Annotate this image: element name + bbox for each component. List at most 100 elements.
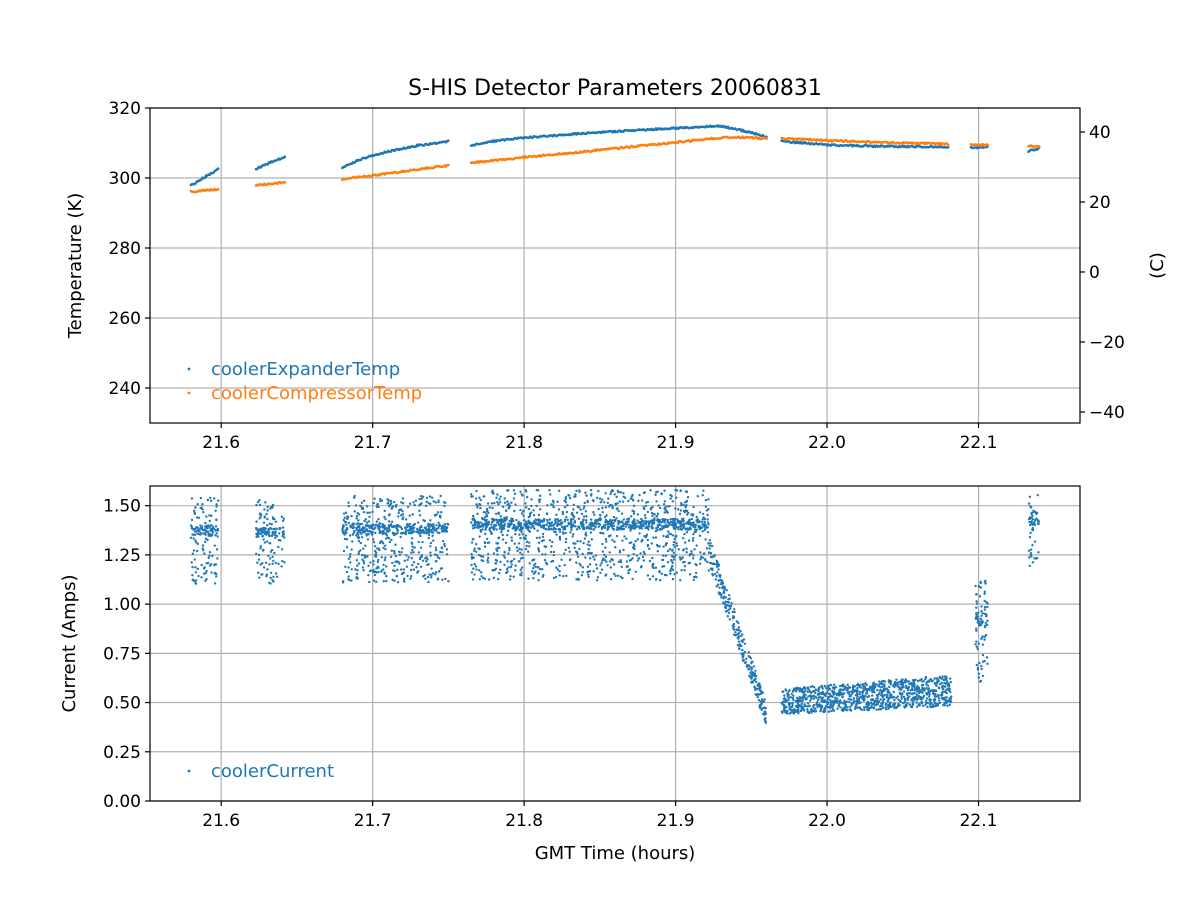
data-point bbox=[531, 566, 535, 570]
data-point bbox=[350, 548, 353, 551]
data-point bbox=[274, 572, 278, 575]
data-point bbox=[975, 606, 978, 609]
data-point bbox=[904, 678, 907, 681]
data-point bbox=[393, 552, 396, 555]
data-point bbox=[717, 591, 721, 594]
data-point bbox=[717, 579, 720, 582]
data-point bbox=[893, 703, 896, 706]
data-point bbox=[630, 495, 633, 498]
data-point bbox=[510, 563, 514, 566]
data-point bbox=[525, 490, 528, 493]
data-point bbox=[819, 704, 823, 707]
data-point bbox=[342, 512, 346, 515]
data-point bbox=[571, 511, 574, 515]
data-point bbox=[526, 525, 529, 529]
data-point bbox=[270, 548, 274, 552]
data-point bbox=[703, 520, 706, 524]
data-point bbox=[617, 560, 621, 564]
data-point bbox=[730, 602, 733, 605]
data-point bbox=[517, 520, 520, 524]
data-point bbox=[259, 547, 262, 550]
data-point bbox=[443, 504, 446, 508]
x-tick-label: 21.7 bbox=[354, 433, 392, 453]
data-point bbox=[870, 706, 873, 709]
data-point bbox=[490, 521, 494, 524]
data-point bbox=[628, 568, 632, 571]
data-point bbox=[759, 704, 763, 707]
data-point bbox=[644, 520, 648, 523]
data-point bbox=[977, 672, 981, 675]
data-point bbox=[604, 538, 608, 541]
data-point bbox=[625, 560, 629, 563]
data-point bbox=[541, 535, 545, 539]
data-point bbox=[541, 568, 544, 571]
data-point bbox=[800, 702, 804, 706]
data-point bbox=[931, 692, 935, 695]
data-point bbox=[519, 508, 522, 512]
data-point bbox=[472, 549, 476, 552]
data-point bbox=[348, 555, 352, 558]
data-point bbox=[416, 529, 420, 532]
data-point bbox=[193, 558, 196, 561]
data-point bbox=[374, 526, 377, 529]
data-point bbox=[739, 634, 743, 638]
data-point bbox=[420, 531, 424, 534]
data-point bbox=[437, 521, 440, 524]
data-point bbox=[938, 683, 942, 686]
data-point bbox=[484, 528, 487, 531]
data-point bbox=[532, 513, 536, 517]
data-point bbox=[698, 534, 702, 537]
data-point bbox=[429, 519, 432, 522]
data-point bbox=[355, 534, 358, 537]
data-point bbox=[609, 560, 612, 563]
data-point bbox=[515, 518, 518, 522]
data-point bbox=[709, 542, 712, 545]
data-point bbox=[669, 533, 673, 536]
data-point bbox=[926, 701, 930, 705]
data-point bbox=[572, 542, 576, 545]
data-point bbox=[686, 495, 690, 499]
data-point bbox=[190, 561, 193, 564]
data-point bbox=[413, 546, 416, 549]
series-coolerCompressorTemp bbox=[189, 135, 1041, 194]
data-point bbox=[684, 490, 688, 493]
data-point bbox=[788, 712, 791, 715]
data-point bbox=[698, 520, 701, 523]
data-point bbox=[193, 512, 197, 515]
data-point bbox=[798, 704, 801, 707]
data-point bbox=[901, 683, 905, 687]
data-point bbox=[504, 509, 508, 512]
data-point bbox=[262, 521, 266, 524]
data-point bbox=[272, 559, 275, 563]
data-point bbox=[499, 560, 502, 564]
data-point bbox=[348, 578, 351, 582]
data-point bbox=[436, 531, 439, 534]
y-tick-label: 280 bbox=[109, 239, 141, 259]
data-point bbox=[691, 539, 695, 542]
data-point bbox=[781, 690, 785, 693]
data-point bbox=[274, 527, 278, 530]
data-point bbox=[365, 532, 368, 536]
data-point bbox=[867, 703, 871, 707]
data-point bbox=[525, 544, 528, 548]
data-point bbox=[701, 530, 704, 533]
data-point bbox=[682, 549, 685, 552]
data-point bbox=[406, 505, 410, 509]
data-point bbox=[470, 495, 473, 498]
data-point bbox=[696, 495, 700, 498]
data-point bbox=[421, 559, 425, 562]
data-point bbox=[424, 504, 428, 508]
data-point bbox=[603, 516, 607, 519]
data-point bbox=[981, 643, 985, 646]
data-point bbox=[562, 525, 566, 529]
data-point bbox=[521, 556, 524, 560]
data-point bbox=[986, 143, 989, 147]
data-point bbox=[353, 494, 356, 498]
data-point bbox=[211, 525, 215, 529]
data-point bbox=[919, 695, 923, 699]
data-point bbox=[399, 535, 402, 539]
data-point bbox=[710, 544, 714, 548]
data-point bbox=[668, 548, 672, 551]
data-point bbox=[418, 509, 421, 513]
data-point bbox=[609, 577, 613, 581]
